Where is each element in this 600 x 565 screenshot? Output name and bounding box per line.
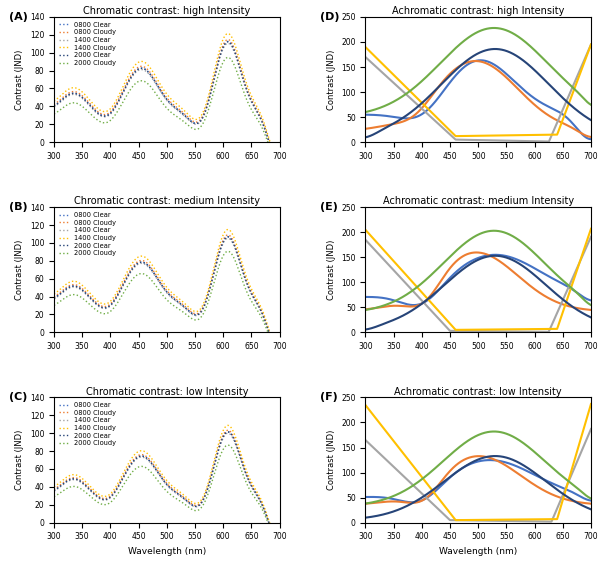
X-axis label: Wavelength (nm): Wavelength (nm)	[128, 547, 206, 556]
Y-axis label: Contrast (JND): Contrast (JND)	[326, 430, 335, 490]
Y-axis label: Contrast (JND): Contrast (JND)	[15, 430, 24, 490]
Title: Achromatic contrast: high Intensity: Achromatic contrast: high Intensity	[392, 6, 565, 16]
Title: Chromatic contrast: low Intensity: Chromatic contrast: low Intensity	[86, 386, 248, 397]
Text: (C): (C)	[9, 393, 27, 402]
Title: Chromatic contrast: medium Intensity: Chromatic contrast: medium Intensity	[74, 197, 260, 206]
Text: (A): (A)	[9, 12, 28, 22]
Text: (D): (D)	[320, 12, 340, 22]
Text: (B): (B)	[9, 202, 28, 212]
Title: Chromatic contrast: high Intensity: Chromatic contrast: high Intensity	[83, 6, 250, 16]
Y-axis label: Contrast (JND): Contrast (JND)	[326, 49, 335, 110]
Y-axis label: Contrast (JND): Contrast (JND)	[15, 49, 24, 110]
Legend: 0800 Clear, 0800 Cloudy, 1400 Clear, 1400 Cloudy, 2000 Clear, 2000 Cloudy: 0800 Clear, 0800 Cloudy, 1400 Clear, 140…	[58, 211, 118, 258]
Title: Achromatic contrast: medium Intensity: Achromatic contrast: medium Intensity	[383, 197, 574, 206]
X-axis label: Wavelength (nm): Wavelength (nm)	[439, 547, 517, 556]
Legend: 0800 Clear, 0800 Cloudy, 1400 Clear, 1400 Cloudy, 2000 Clear, 2000 Cloudy: 0800 Clear, 0800 Cloudy, 1400 Clear, 140…	[58, 20, 118, 67]
Y-axis label: Contrast (JND): Contrast (JND)	[15, 240, 24, 300]
Y-axis label: Contrast (JND): Contrast (JND)	[326, 240, 335, 300]
Title: Achromatic contrast: low Intensity: Achromatic contrast: low Intensity	[394, 386, 562, 397]
Text: (F): (F)	[320, 393, 338, 402]
Legend: 0800 Clear, 0800 Cloudy, 1400 Clear, 1400 Cloudy, 2000 Clear, 2000 Cloudy: 0800 Clear, 0800 Cloudy, 1400 Clear, 140…	[58, 401, 118, 448]
Text: (E): (E)	[320, 202, 338, 212]
